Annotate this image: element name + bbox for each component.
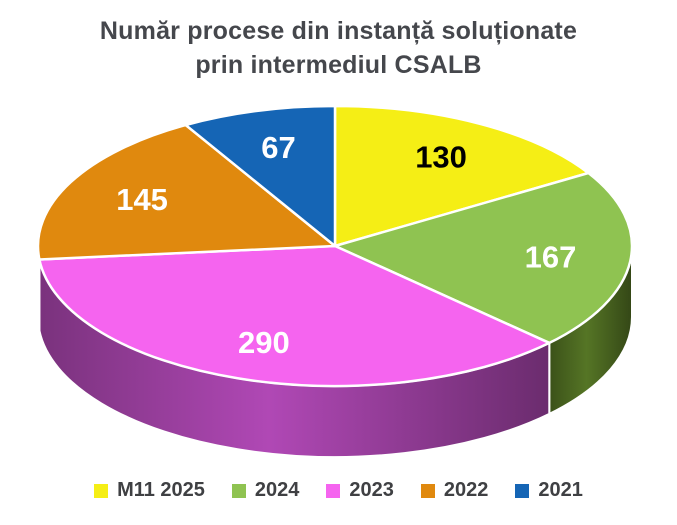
slice-value-label: 290 <box>238 325 290 360</box>
legend-swatch <box>515 483 530 498</box>
legend-label: 2021 <box>538 479 583 501</box>
chart-legend: M11 2025 2024 2023 2022 2021 <box>0 479 677 502</box>
legend-swatch <box>94 483 109 498</box>
legend-item: 2021 <box>515 479 583 502</box>
legend-swatch <box>231 483 246 498</box>
slice-value-label: 67 <box>261 130 295 165</box>
legend-swatch <box>326 483 341 498</box>
slice-value-label: 145 <box>116 182 168 217</box>
legend-label: M11 2025 <box>117 479 205 501</box>
pie-slice <box>333 171 634 345</box>
chart-title-line-2: prin intermediul CSALB <box>195 51 482 79</box>
pie-slice <box>36 123 337 261</box>
legend-item: M11 2025 <box>94 479 205 502</box>
legend-item: 2022 <box>420 479 489 502</box>
legend-label: 2022 <box>443 479 489 501</box>
legend-item: 2024 <box>231 479 300 502</box>
chart-title-line-1: Număr procese din instanță soluționate <box>99 17 578 45</box>
chart-title: Număr procese din instanță soluționate p… <box>0 14 677 82</box>
legend-label: 2023 <box>349 479 394 501</box>
slice-value-label: 130 <box>415 139 467 174</box>
pie-slice <box>38 244 551 388</box>
pie-slice <box>333 104 590 248</box>
legend-swatch <box>420 483 435 498</box>
legend-label: 2024 <box>254 479 300 501</box>
pie-slice <box>184 104 337 248</box>
legend-item: 2023 <box>326 479 394 502</box>
slice-value-label: 167 <box>525 240 577 275</box>
